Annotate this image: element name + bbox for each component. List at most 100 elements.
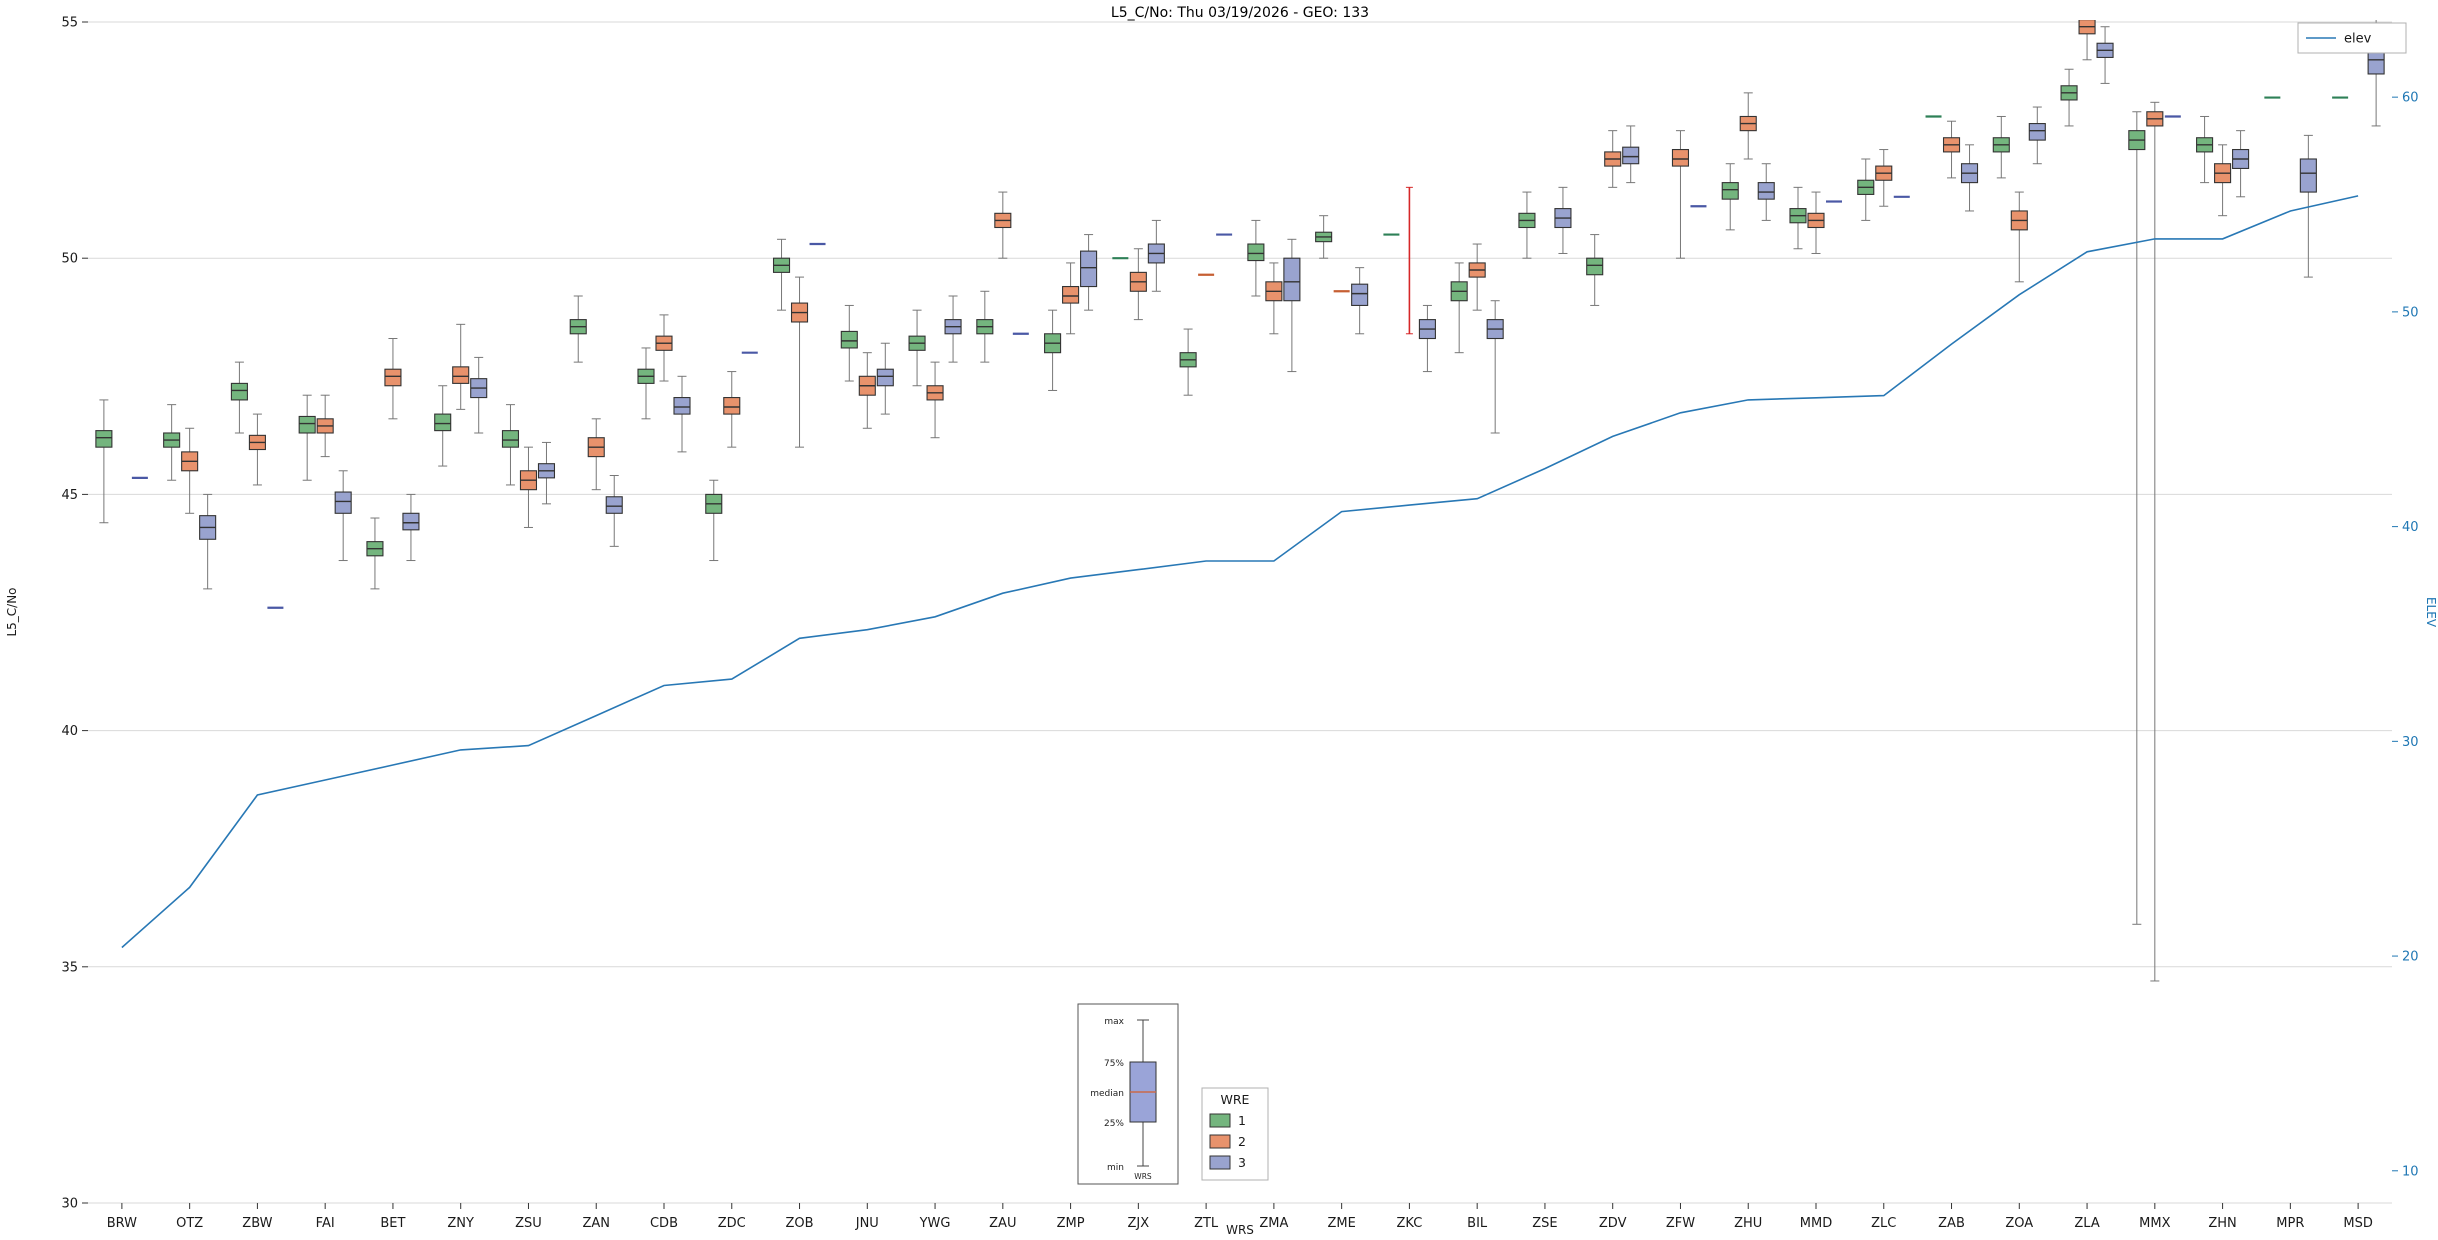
wre-legend-entry-label: 1 [1238,1113,1246,1128]
x-tick-label: BIL [1467,1216,1488,1231]
box-wre2 [1062,285,1080,304]
x-tick-label: ZDC [718,1216,746,1231]
box-wre1 [95,430,113,448]
x-tick-label: ZME [1327,1216,1355,1231]
x-tick-label: YWG [919,1216,951,1231]
wre-legend: WRE 1 2 3 [1201,1087,1269,1181]
x-tick-label: ZMP [1057,1216,1085,1231]
box-wre1 [840,330,858,349]
x-tick-label: ZJX [1128,1216,1150,1231]
box-wre1 [1247,243,1265,262]
left-axis-label: L5_C/No [5,587,19,636]
x-tick-label: ZDV [1599,1216,1627,1231]
y-tick-label: 40 [61,724,78,739]
box-wre3 [1080,250,1098,288]
x-tick-label: ZBW [242,1216,272,1231]
x-axis-ticks: BRW OTZ ZBW FAI BET ZNY ZSU ZAN CDB ZDC ZOB JNU YWG Z… [107,1203,2373,1231]
x-axis-label: WRS [1226,1223,1254,1237]
chart-title: L5_C/No: Thu 03/19/2026 - GEO: 133 [1111,5,1369,21]
x-tick-label: ZHU [1734,1216,1762,1231]
x-tick-label: ZLA [2074,1216,2099,1231]
elev-tick-label: 20 [2402,950,2419,965]
elev-tick-label: 10 [2402,1164,2419,1179]
x-tick-label: MPR [2276,1216,2304,1231]
y-tick-label: 45 [61,488,78,503]
box-wre2 [1671,148,1690,167]
x-tick-label: ZOB [785,1216,813,1231]
x-tick-label: FAI [316,1216,335,1231]
x-tick-label: ZKC [1397,1216,1423,1231]
inset-x-label: WRS [1134,1172,1152,1181]
box-wre3 [402,512,420,531]
y-tick-label: 55 [61,16,78,31]
wre-legend-entry-label: 3 [1238,1155,1246,1170]
box-wre3 [1757,182,1775,200]
elev-legend-label: elev [2344,32,2372,47]
boxplot-anatomy-inset: max 75% median 25% min WRS [1077,1003,1179,1185]
box-wre2 [384,368,402,387]
inset-label-25%: 25% [1104,1119,1124,1129]
box-wre3 [673,397,691,415]
wre-legend-swatch-1 [1209,1113,1231,1128]
x-tick-label: ZHN [2208,1216,2236,1231]
box-wre3 [2028,123,2046,141]
elev-tick-label: 30 [2402,735,2419,750]
x-tick-label: ZFW [1666,1216,1695,1231]
y-tick-label: 35 [61,960,78,975]
inset-label-max: max [1104,1017,1124,1027]
x-tick-label: ZAU [989,1216,1016,1231]
x-tick-label: BET [380,1216,405,1231]
box-wre2 [723,397,741,415]
x-tick-label: CDB [650,1216,678,1231]
x-tick-label: ZSE [1532,1216,1557,1231]
elev-tick-label: 40 [2402,520,2419,535]
x-tick-label: ZNY [447,1216,474,1231]
box-wre3 [1351,283,1369,306]
box-wre3 [1283,257,1301,302]
elev-tick-label: 50 [2402,305,2419,320]
wre-legend-swatch-2 [1209,1134,1231,1149]
x-tick-label: ZAB [1938,1216,1965,1231]
inset-label-75%: 75% [1104,1059,1124,1069]
box-wre1 [434,413,452,432]
inset-label-min: min [1107,1163,1124,1173]
left-axis-ticks: 30 35 40 45 50 55 [61,16,88,1212]
x-tick-label: ZMA [1259,1216,1288,1231]
wre-legend-swatch-3 [1209,1155,1231,1170]
wre-legend-title: WRE [1221,1092,1250,1107]
x-tick-label: ZSU [515,1216,542,1231]
elev-tick-label: 60 [2402,91,2419,106]
wre-legend-entry-label: 2 [1238,1134,1246,1149]
x-tick-label: ZAN [582,1216,610,1231]
x-tick-label: BRW [107,1216,137,1231]
x-tick-label: ZOA [2005,1216,2033,1231]
y-tick-label: 30 [61,1197,78,1212]
box-wre1 [298,415,316,434]
right-axis-label: ELEV [2424,597,2438,628]
box-wre2 [452,366,470,384]
box-wre1 [1586,257,1604,276]
y-tick-label: 50 [61,252,78,267]
box-wre3 [1622,146,1640,165]
x-tick-label: OTZ [176,1216,203,1231]
box-wre1 [1721,182,1739,200]
x-tick-label: JNU [855,1216,879,1231]
inset-box [1077,1003,1179,1185]
right-axis-ticks: 10 20 30 40 50 60 [2392,91,2419,1179]
box-wre3 [605,496,623,514]
elev-legend: elev [2297,22,2407,54]
boxplot-series [95,20,2385,982]
x-tick-label: MSD [2343,1216,2372,1231]
box-wre3 [2299,158,2317,193]
x-tick-label: MMX [2139,1216,2170,1231]
gridlines [88,21,2392,1204]
x-tick-label: ZLC [1871,1216,1896,1231]
x-tick-label: ZTL [1194,1216,1219,1231]
box-wre1 [501,430,520,448]
elev-line [121,195,2359,949]
box-wre3 [876,368,894,387]
box-wre1 [230,382,248,401]
box-wre3 [334,491,352,514]
